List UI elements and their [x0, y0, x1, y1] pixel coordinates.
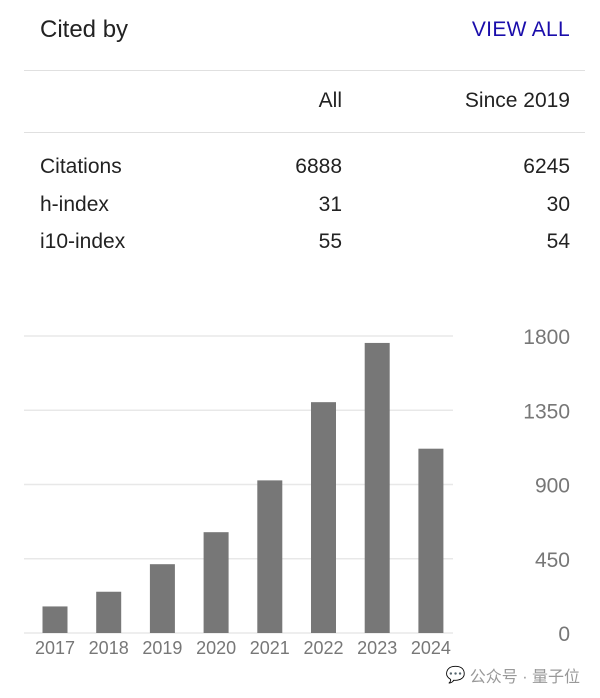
- bar-2018: [96, 591, 122, 633]
- x-tick-label: 2023: [357, 638, 397, 658]
- wechat-icon: 💬: [445, 667, 466, 684]
- x-tick-label: 2019: [142, 638, 182, 658]
- value-since: 30: [546, 193, 570, 216]
- divider: [24, 132, 585, 133]
- column-header-since: Since 2019: [464, 89, 570, 112]
- bar-2022: [311, 402, 336, 633]
- row-label[interactable]: i10-index: [40, 230, 126, 253]
- x-tick-label: 2021: [250, 638, 290, 658]
- value-all: 31: [318, 193, 342, 216]
- bar-2021: [257, 480, 283, 633]
- row-label[interactable]: h-index: [40, 193, 109, 216]
- y-tick-label: 0: [558, 623, 570, 646]
- bar-2024: [418, 448, 444, 633]
- x-tick-label: 2020: [196, 638, 236, 658]
- column-header-all: All: [318, 89, 342, 112]
- watermark: 💬 公众号 · 量子位: [446, 663, 580, 687]
- widget-title: Cited by: [40, 16, 129, 43]
- value-all: 6888: [295, 155, 342, 178]
- x-tick-label: 2018: [89, 638, 129, 658]
- bar-2023: [364, 342, 390, 633]
- divider: [24, 70, 585, 71]
- y-tick-label: 900: [535, 475, 570, 498]
- y-tick-label: 450: [535, 549, 570, 572]
- row-label[interactable]: Citations: [40, 155, 122, 178]
- x-tick-label: 2017: [35, 638, 75, 658]
- bar-2017: [42, 606, 68, 633]
- view-all-link[interactable]: VIEW ALL: [471, 18, 570, 41]
- bar-2019: [149, 564, 175, 633]
- x-tick-label: 2022: [303, 638, 343, 658]
- x-tick-label: 2024: [411, 638, 451, 658]
- value-since: 6245: [523, 155, 570, 178]
- value-all: 55: [318, 230, 342, 253]
- watermark-text: 公众号 · 量子位: [469, 669, 580, 686]
- y-tick-label: 1350: [523, 400, 570, 423]
- value-since: 54: [546, 230, 570, 253]
- y-tick-label: 1800: [523, 326, 570, 349]
- bar-2020: [203, 532, 229, 633]
